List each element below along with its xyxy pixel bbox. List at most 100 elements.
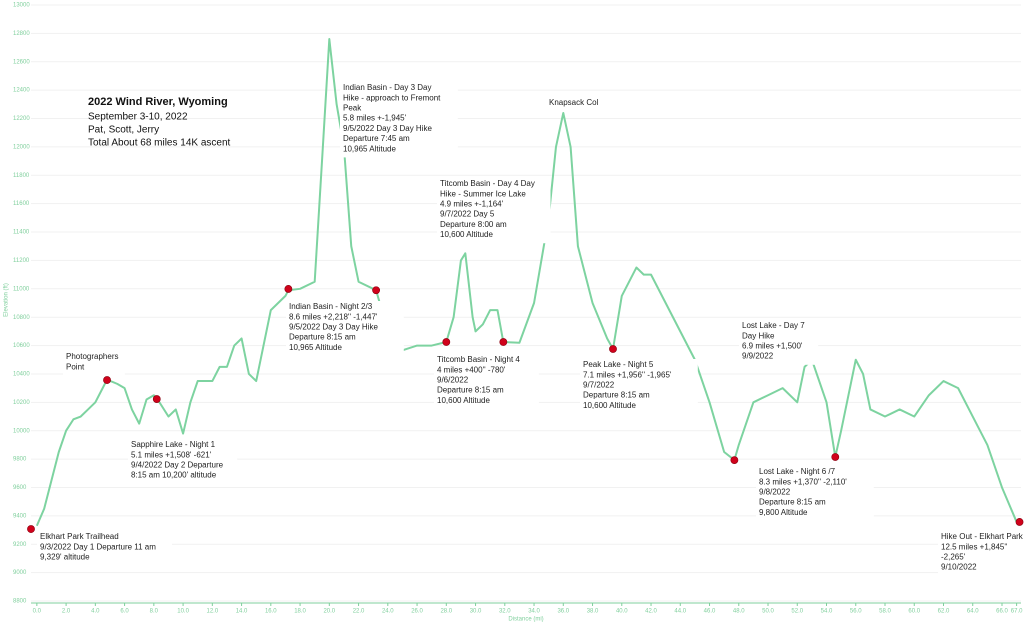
annotation-line: 9/10/2022 [941, 563, 977, 572]
annotation-line: 9/3/2022 Day 1 Departure 11 am [40, 542, 156, 551]
annotation: Titcomb Basin - Night 44 miles +400'' -7… [434, 354, 539, 409]
y-tick-label: 8800 [13, 599, 27, 605]
annotation-line: Sapphire Lake - Night 1 [131, 440, 216, 449]
annotation-line: 9/5/2022 Day 3 Day Hike [343, 124, 432, 133]
y-tick-label: 12000 [13, 144, 30, 150]
annotation-box [340, 82, 458, 158]
annotation-line: 9/8/2022 [759, 488, 791, 497]
annotation-line: 9/9/2022 [742, 352, 774, 361]
x-tick-label: 12.0 [206, 609, 218, 615]
annotation-line: Knapsack Col [549, 98, 599, 107]
annotation-line: 8:15 am 10,200' altitude [131, 471, 217, 480]
annotation-line: Departure 7:45 am [343, 134, 410, 143]
annotation-line: Point [66, 362, 85, 371]
annotation: Lost Lake - Night 6 /78.3 miles +1,370''… [756, 466, 874, 521]
annotation-line: Hike - approach to Fremont [343, 93, 441, 102]
x-tick-label: 50.0 [762, 609, 774, 615]
y-tick-label: 10400 [13, 372, 30, 378]
annotation-box [128, 439, 238, 484]
annotation-line: Indian Basin - Day 3 Day [343, 83, 432, 92]
y-axis-label: Elevation (ft) [4, 283, 10, 317]
chart-subtitle: September 3-10, 2022 [88, 112, 188, 123]
annotation-line: 9/5/2022 Day 3 Day Hike [289, 323, 378, 332]
annotation-line: 5.1 miles +1,508' -621' [131, 450, 212, 459]
x-axis-label: Distance (mi) [508, 617, 543, 623]
annotation-line: 8.6 miles +2,218'' -1,447' [289, 312, 378, 321]
annotation-box [434, 354, 539, 409]
x-tick-label: 36.0 [557, 609, 569, 615]
y-tick-label: 11200 [13, 258, 30, 264]
annotation-line: 9/4/2022 Day 2 Departure [131, 461, 224, 470]
x-tick-label: 30.0 [470, 609, 482, 615]
annotation-line: Departure 8:00 am [440, 220, 507, 229]
y-tick-label: 9000 [13, 570, 27, 576]
annotation-line: 4.9 miles +-1,164' [440, 200, 504, 209]
annotation-box [546, 97, 604, 112]
x-tick-label: 6.0 [120, 609, 129, 615]
annotation: Indian Basin - Night 2/38.6 miles +2,218… [286, 301, 404, 356]
x-tick-label: 56.0 [850, 609, 862, 615]
annotation-line: 4 miles +400'' -780' [437, 365, 506, 374]
annotation-line: Titcomb Basin - Day 4 Day [440, 179, 535, 188]
x-tick-label: 42.0 [645, 609, 657, 615]
y-tick-label: 13000 [13, 3, 30, 9]
annotation-line: 9,800 Altitude [759, 508, 808, 517]
annotation-line: Indian Basin - Night 2/3 [289, 302, 373, 311]
annotation-line: 9/7/2022 Day 5 [440, 210, 495, 219]
annotation-line: 10,600 Altitude [437, 396, 490, 405]
y-tick-label: 11600 [13, 201, 30, 207]
waypoint [284, 285, 293, 293]
annotation-box [437, 178, 551, 244]
chart-subtitle: Pat, Scott, Jerry [88, 125, 159, 136]
x-tick-label: 66.0 [996, 609, 1008, 615]
y-tick-label: 12200 [13, 116, 30, 122]
annotation-box [739, 320, 819, 365]
y-tick-label: 10600 [13, 343, 30, 349]
annotation: Knapsack Col [546, 97, 604, 112]
annotation-line: Photographers [66, 352, 118, 361]
x-tick-label: 8.0 [150, 609, 159, 615]
x-tick-label: 40.0 [616, 609, 628, 615]
annotation-line: Departure 8:15 am [437, 386, 504, 395]
x-tick-label: 32.0 [499, 609, 511, 615]
y-tick-label: 9400 [13, 513, 27, 519]
y-tick-label: 10200 [13, 400, 30, 406]
y-tick-label: 12800 [13, 31, 30, 37]
waypoint [499, 338, 508, 346]
waypoint [1015, 518, 1024, 526]
waypoint [730, 456, 739, 464]
y-tick-label: 9600 [13, 485, 27, 491]
x-tick-label: 60.0 [908, 609, 920, 615]
x-tick-label: 52.0 [791, 609, 803, 615]
x-tick-label: 54.0 [821, 609, 833, 615]
annotation-line: 12.5 miles +1,845'' [941, 542, 1008, 551]
x-tick-label: 26.0 [411, 609, 423, 615]
annotation-line: 10,600 Altitude [440, 230, 493, 239]
chart-title: 2022 Wind River, Wyoming [88, 96, 228, 108]
annotation-line: Titcomb Basin - Night 4 [437, 355, 520, 364]
y-tick-label: 9800 [13, 457, 27, 463]
annotation-box [756, 466, 874, 521]
y-tick-label: 9200 [13, 542, 27, 548]
y-tick-label: 11400 [13, 230, 30, 236]
annotation: Peak Lake - Night 57.1 miles +1,956'' -1… [580, 359, 698, 414]
x-tick-label: 14.0 [236, 609, 248, 615]
annotation-line: 5.8 miles +-1,945' [343, 114, 407, 123]
annotation-box [63, 351, 125, 376]
annotation-line: Departure 8:15 am [289, 333, 356, 342]
x-tick-label: 20.0 [323, 609, 335, 615]
x-tick-label: 24.0 [382, 609, 394, 615]
annotation-line: 7.1 miles +1,956'' -1,965' [583, 370, 672, 379]
waypoint [152, 395, 161, 403]
annotation-line: 9/6/2022 [437, 376, 469, 385]
waypoint [831, 453, 840, 461]
x-tick-label: 2.0 [62, 609, 71, 615]
y-tick-label: 10000 [13, 428, 30, 434]
x-tick-label: 44.0 [674, 609, 686, 615]
y-tick-label: 10800 [13, 315, 30, 321]
